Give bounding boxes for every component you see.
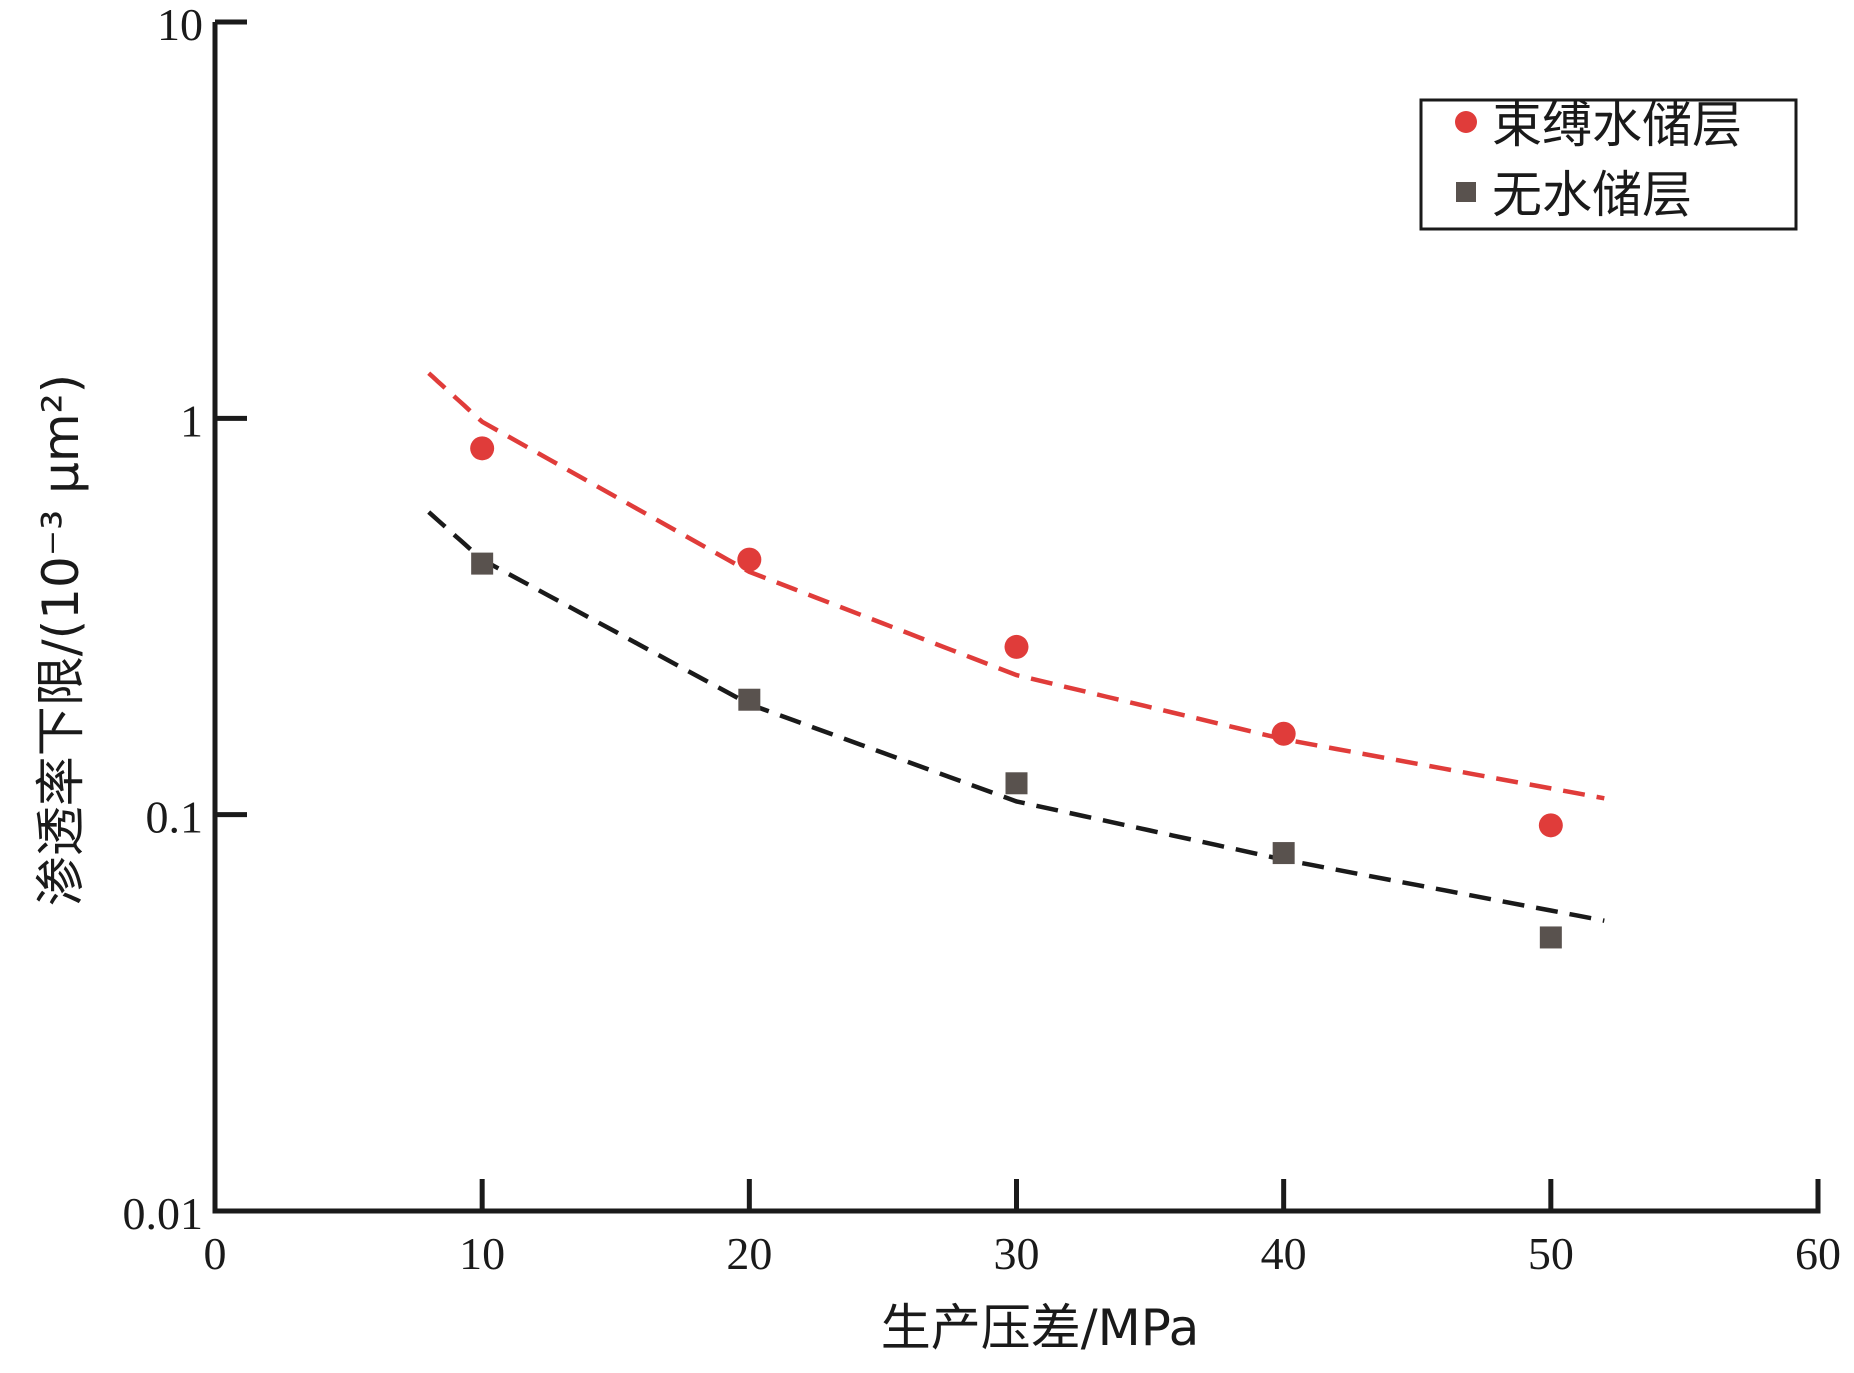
series-2-point <box>1272 842 1295 865</box>
legend-marker-2 <box>1456 182 1476 202</box>
x-tick-label: 30 <box>994 1228 1040 1279</box>
series-1-point <box>1004 634 1029 659</box>
x-tick-label: 60 <box>1795 1228 1841 1279</box>
y-axis-title: 渗透率下限/(10⁻³ μm²) <box>32 374 90 906</box>
legend-marker-1 <box>1455 111 1477 133</box>
x-axis-title: 生产压差/MPa <box>881 1299 1200 1357</box>
legend-label-1: 束缚水储层 <box>1492 96 1742 154</box>
x-tick-label: 40 <box>1261 1228 1307 1279</box>
series-1-point <box>1271 721 1296 746</box>
legend-box <box>1419 98 1798 231</box>
ticks: 0 10 20 30 40 50 60 0.01 0.1 1 10 <box>123 0 1842 1279</box>
series-2-point <box>738 688 761 711</box>
trend-line-1 <box>427 371 1605 801</box>
series-2-point <box>1005 772 1028 795</box>
data-points <box>470 436 1563 949</box>
y-tick-label: 0.01 <box>123 1188 204 1239</box>
x-tick-label: 50 <box>1528 1228 1574 1279</box>
series-1-point <box>470 436 495 461</box>
series-2-point <box>1539 926 1562 949</box>
series-1-point <box>737 547 762 572</box>
trend-lines <box>427 371 1605 923</box>
x-tick-label: 0 <box>204 1228 227 1279</box>
x-tick-label: 10 <box>459 1228 505 1279</box>
legend-label-2: 无水储层 <box>1492 166 1692 224</box>
y-tick-label: 10 <box>157 0 203 50</box>
x-tick-label: 20 <box>726 1228 772 1279</box>
series-2-point <box>471 552 494 575</box>
y-tick-label: 0.1 <box>146 792 204 843</box>
series-1-point <box>1538 813 1563 838</box>
trend-line-2 <box>427 510 1605 923</box>
y-tick-label: 1 <box>180 395 203 446</box>
